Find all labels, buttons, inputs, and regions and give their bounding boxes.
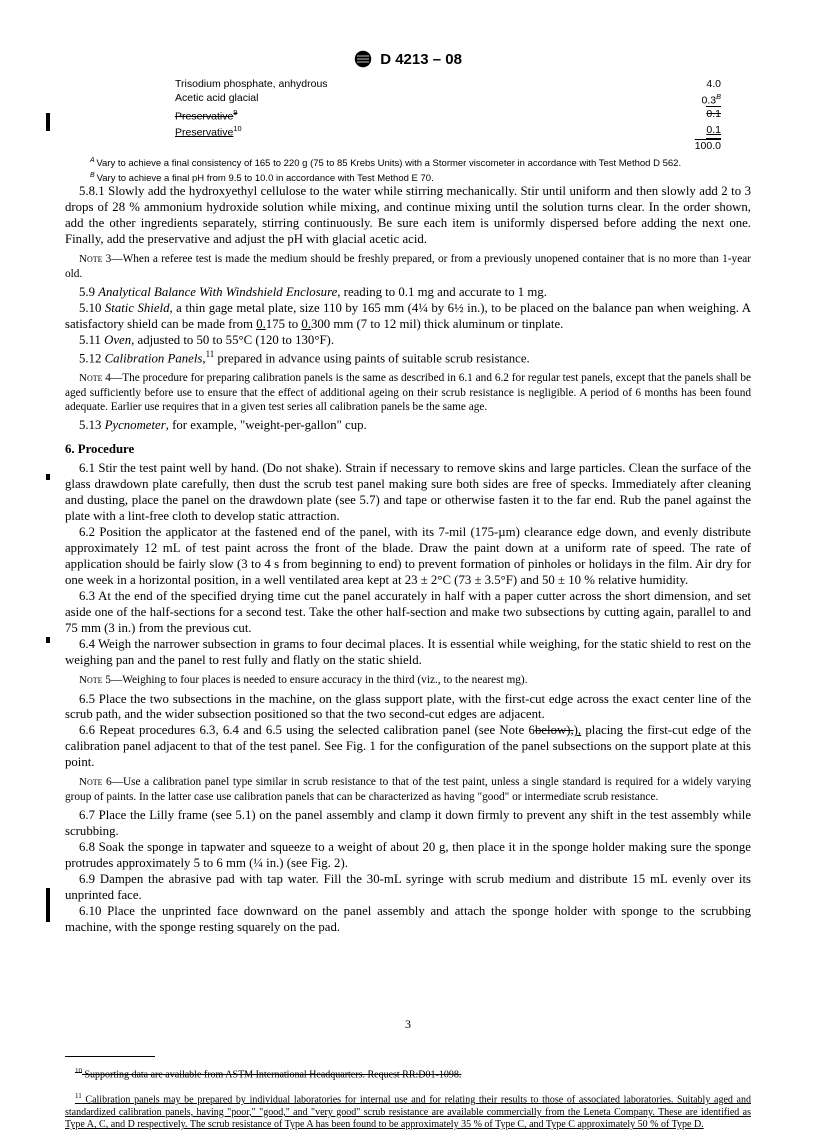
ingredient-row: Preservative9 0.1 xyxy=(65,108,751,124)
ingredient-total-row: 100.0 xyxy=(65,140,751,154)
footnote-divider xyxy=(65,1056,155,1057)
section-6-heading: 6. Procedure xyxy=(65,442,751,457)
ingredient-name: Trisodium phosphate, anhydrous xyxy=(175,78,671,92)
para-6-8: 6.8 Soak the sponge in tapwater and sque… xyxy=(65,840,751,872)
ingredient-value: 0.1 xyxy=(671,108,721,124)
para-5-9: 5.9 Analytical Balance With Windshield E… xyxy=(65,285,751,301)
revision-bar xyxy=(46,637,50,643)
para-6-2: 6.2 Position the applicator at the faste… xyxy=(65,525,751,589)
para-5-10: 5.10 Static Shield, a thin gage metal pl… xyxy=(65,301,751,333)
revision-bar xyxy=(46,113,50,131)
ingredient-row: Acetic acid glacial 0.3B xyxy=(65,92,751,108)
table-footnote: A Vary to achieve a final consistency of… xyxy=(65,157,751,169)
para-6-9: 6.9 Dampen the abrasive pad with tap wat… xyxy=(65,872,751,904)
ingredient-total: 100.0 xyxy=(671,140,721,154)
para-6-10: 6.10 Place the unprinted face downward o… xyxy=(65,904,751,936)
table-footnote: B Vary to achieve a final pH from 9.5 to… xyxy=(65,172,751,184)
revision-bar xyxy=(46,888,50,922)
ingredient-row: Preservative10 0.1 xyxy=(65,124,751,140)
note-5: Note 5—Weighing to four places is needed… xyxy=(65,673,751,688)
footnote-11: 11 Calibration panels may be prepared by… xyxy=(65,1092,751,1132)
footnote-10: 10 Supporting data are available from AS… xyxy=(65,1067,751,1082)
header-designation: D 4213 – 08 xyxy=(380,51,462,68)
ingredient-value: 4.0 xyxy=(671,78,721,92)
revision-bar xyxy=(46,474,50,480)
para-6-1: 6.1 Stir the test paint well by hand. (D… xyxy=(65,461,751,525)
para-5-13: 5.13 Pycnometer, for example, "weight-pe… xyxy=(65,418,751,434)
para-5-12: 5.12 Calibration Panels,11 prepared in a… xyxy=(65,349,751,367)
para-6-3: 6.3 At the end of the specified drying t… xyxy=(65,589,751,637)
para-6-6: 6.6 Repeat procedures 6.3, 6.4 and 6.5 u… xyxy=(65,723,751,771)
para-5-8-1: 5.8.1 Slowly add the hydroxyethyl cellul… xyxy=(65,184,751,248)
para-6-5: 6.5 Place the two subsections in the mac… xyxy=(65,692,751,724)
ingredient-name: Acetic acid glacial xyxy=(175,92,671,108)
astm-logo-icon xyxy=(354,50,372,68)
note-6: Note 6—Use a calibration panel type simi… xyxy=(65,775,751,804)
para-6-4: 6.4 Weigh the narrower subsection in gra… xyxy=(65,637,751,669)
ingredient-name: Preservative10 xyxy=(175,124,671,140)
ingredient-value: 0.1 xyxy=(671,124,721,140)
page-number: 3 xyxy=(0,1017,816,1032)
note-4: Note 4—The procedure for preparing calib… xyxy=(65,371,751,414)
note-3: Note 3—When a referee test is made the m… xyxy=(65,252,751,281)
para-6-7: 6.7 Place the Lilly frame (see 5.1) on t… xyxy=(65,808,751,840)
page-header: D 4213 – 08 xyxy=(65,50,751,68)
page: D 4213 – 08 Trisodium phosphate, anhydro… xyxy=(0,0,816,1056)
ingredient-row: Trisodium phosphate, anhydrous 4.0 xyxy=(65,78,751,92)
ingredient-name: Preservative9 xyxy=(175,108,671,124)
para-5-11: 5.11 Oven, adjusted to 50 to 55°C (120 t… xyxy=(65,333,751,349)
ingredients-table: Trisodium phosphate, anhydrous 4.0 Aceti… xyxy=(65,78,751,154)
